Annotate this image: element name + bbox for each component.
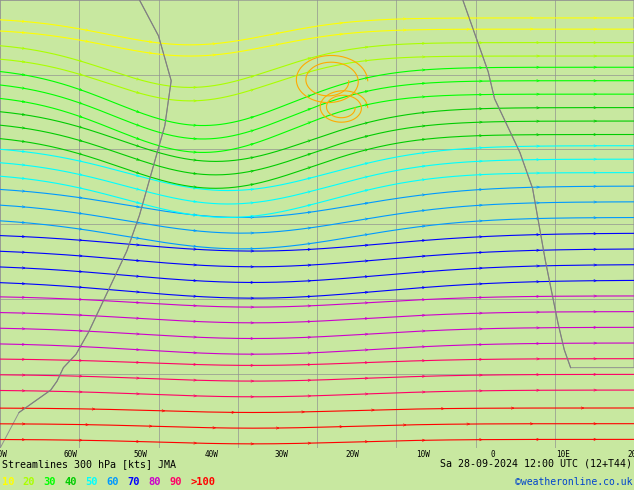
Text: 10W: 10W <box>416 450 430 460</box>
Text: Sa 28-09-2024 12:00 UTC (12+T44): Sa 28-09-2024 12:00 UTC (12+T44) <box>440 459 632 469</box>
Text: 40W: 40W <box>204 450 218 460</box>
Text: 90: 90 <box>169 477 182 487</box>
Text: 60: 60 <box>107 477 119 487</box>
Text: 50: 50 <box>86 477 98 487</box>
Text: 20W: 20W <box>346 450 359 460</box>
Text: >100: >100 <box>190 477 215 487</box>
Text: 50W: 50W <box>134 450 148 460</box>
Text: 10E: 10E <box>557 450 571 460</box>
Text: 20E: 20E <box>627 450 634 460</box>
Text: 70W: 70W <box>0 450 7 460</box>
Text: 70: 70 <box>127 477 140 487</box>
Text: 30W: 30W <box>275 450 288 460</box>
Text: 20: 20 <box>23 477 36 487</box>
Text: 40: 40 <box>65 477 77 487</box>
Text: 10: 10 <box>2 477 15 487</box>
Text: 60W: 60W <box>63 450 77 460</box>
Text: ©weatheronline.co.uk: ©weatheronline.co.uk <box>515 477 632 487</box>
Text: 80: 80 <box>148 477 161 487</box>
Text: 30: 30 <box>44 477 56 487</box>
Text: Streamlines 300 hPa [kts] JMA: Streamlines 300 hPa [kts] JMA <box>2 459 176 469</box>
Polygon shape <box>463 0 634 368</box>
Text: 0: 0 <box>491 450 495 460</box>
Polygon shape <box>0 0 171 448</box>
